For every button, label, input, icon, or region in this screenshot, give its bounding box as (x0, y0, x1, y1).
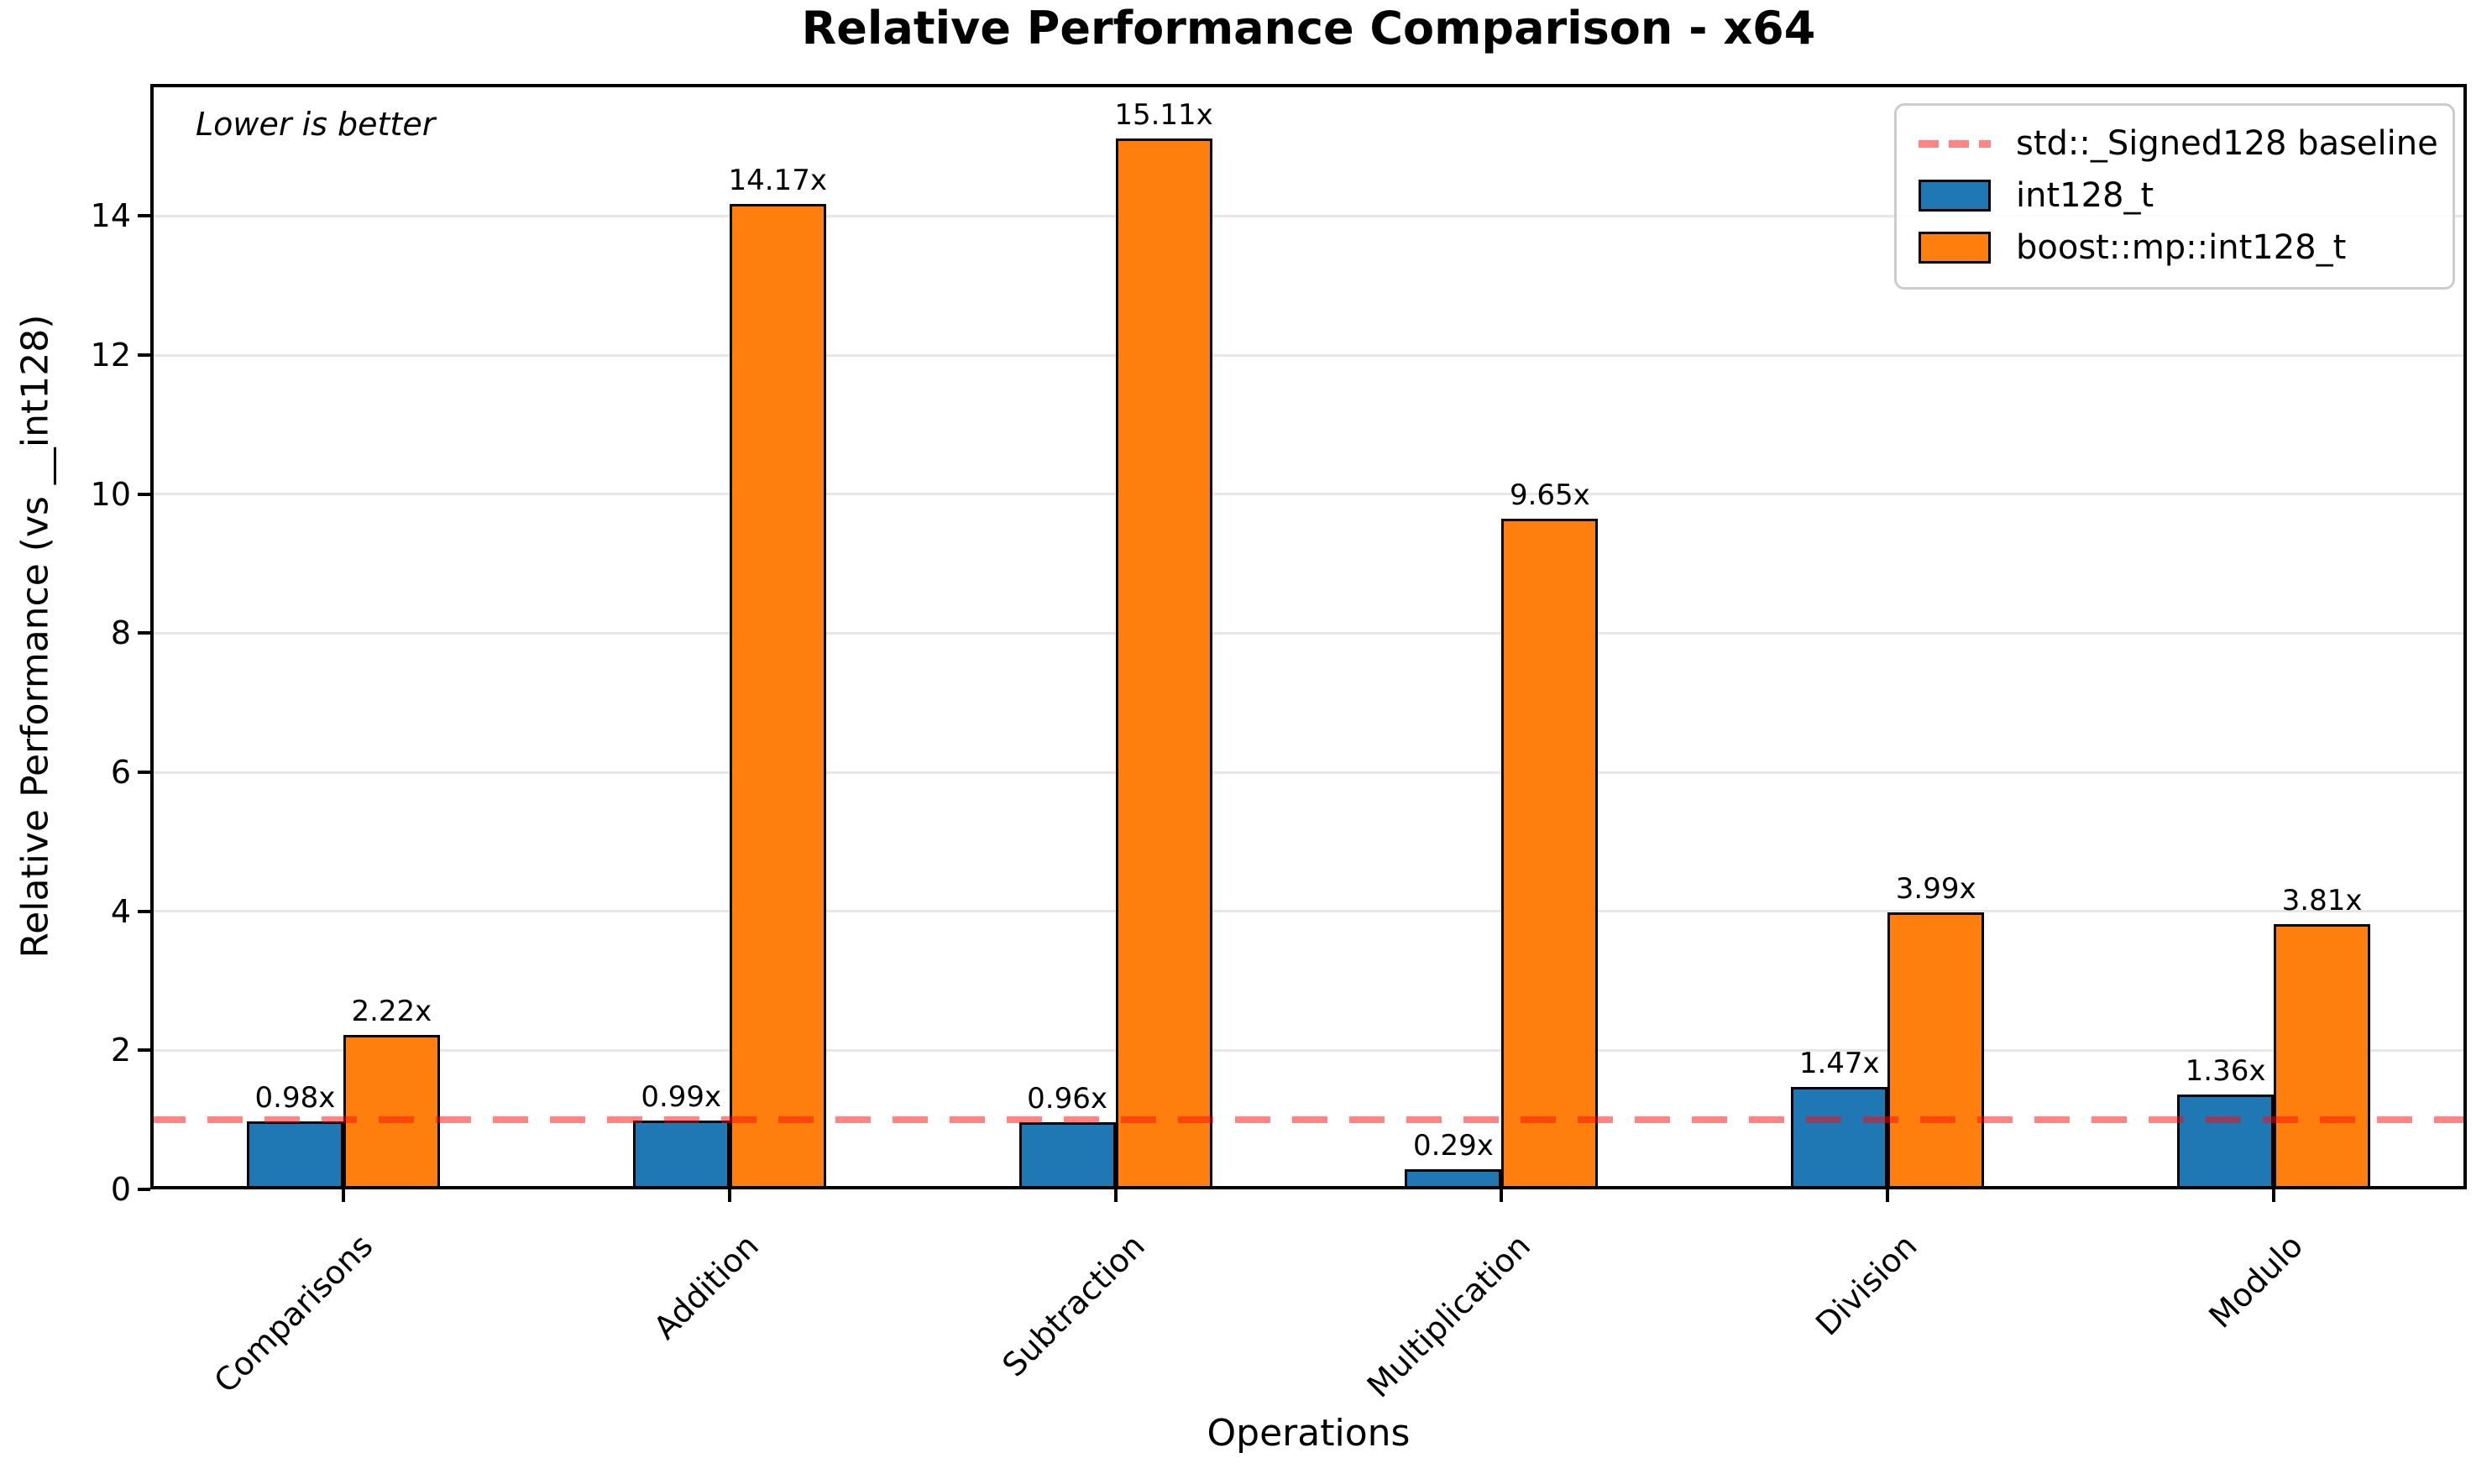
legend-label-baseline: std::_Signed128 baseline (2016, 124, 2438, 163)
bar-int128-t-addition (632, 1120, 730, 1189)
y-tick-mark (138, 771, 150, 775)
bar-int128-t-multiplication (1405, 1168, 1502, 1189)
baseline-line (150, 1116, 2467, 1124)
bar-value-label: 3.81x (2281, 884, 2363, 918)
x-tick-mark (341, 1189, 345, 1202)
y-tick-mark (138, 631, 150, 635)
gridline (150, 910, 2467, 913)
bar-value-label: 0.98x (254, 1080, 336, 1115)
bar-boost-mp-int128-t-division (1887, 912, 1985, 1189)
gridline (150, 1048, 2467, 1052)
bar-value-label: 9.65x (1509, 478, 1590, 512)
bar-int128-t-comparisons (246, 1121, 343, 1189)
y-tick-mark (138, 1048, 150, 1053)
bar-int128-t-division (1791, 1087, 1888, 1189)
plot-area: 0.98x 0.99x 0.96x 0.29x 1.47x 1.36x 2.22x 14.17… (150, 84, 2467, 1189)
y-tick-label: 12 (90, 337, 131, 374)
gridline (150, 353, 2467, 357)
bar-value-label: 1.47x (1798, 1047, 1880, 1081)
x-tick-label-subtraction: Subtraction (995, 1227, 1152, 1384)
bar-boost-mp-int128-t-addition (729, 204, 826, 1189)
bar-boost-mp-int128-t-subtraction (1115, 138, 1212, 1189)
x-tick-mark (1113, 1189, 1118, 1202)
gridline (150, 493, 2467, 496)
y-tick-mark (138, 909, 150, 913)
bar-int128-t-modulo (2177, 1095, 2275, 1189)
legend-row-boost: boost::mp::int128_t (1919, 228, 2431, 267)
y-tick-label: 2 (110, 1032, 131, 1069)
x-tick-label-division: Division (1808, 1227, 1924, 1343)
y-tick-label: 0 (110, 1171, 131, 1208)
x-tick-mark (1886, 1189, 1890, 1202)
gridline (150, 771, 2467, 774)
legend-label-boost: boost::mp::int128_t (2016, 228, 2347, 267)
y-tick-label: 10 (90, 475, 131, 513)
annotation-note: Lower is better (196, 106, 436, 143)
bar-value-label: 1.36x (2185, 1054, 2266, 1089)
bar-value-label: 14.17x (728, 164, 827, 198)
bar-value-label: 0.96x (1027, 1082, 1108, 1116)
x-tick-label-multiplication: Multiplication (1360, 1227, 1538, 1405)
bar-value-label: 15.11x (1114, 98, 1213, 133)
x-tick-mark (727, 1189, 731, 1202)
legend-row-int128: int128_t (1919, 176, 2431, 215)
y-tick-label: 14 (90, 197, 131, 235)
gridline (150, 631, 2467, 635)
y-tick-mark (138, 492, 150, 496)
chart-title: Relative Performance Comparison - x64 (801, 2, 1816, 55)
y-tick-mark (138, 1188, 150, 1191)
bar-boost-mp-int128-t-modulo (2274, 924, 2371, 1189)
boost-swatch (1919, 232, 1991, 264)
y-tick-mark (138, 353, 150, 358)
x-tick-mark (2272, 1189, 2276, 1202)
x-tick-label-comparisons: Comparisons (207, 1227, 380, 1401)
x-tick-mark (1500, 1189, 1504, 1202)
bar-int128-t-subtraction (1018, 1122, 1116, 1189)
bar-value-label: 0.29x (1413, 1128, 1494, 1163)
x-tick-label-addition: Addition (646, 1227, 766, 1347)
gridline (150, 214, 2467, 217)
baseline-dash-swatch (1919, 139, 1991, 148)
x-tick-label-modulo: Modulo (2201, 1227, 2311, 1335)
bar-value-label: 3.99x (1895, 871, 1976, 906)
legend: std::_Signed128 baseline int128_t boost:… (1894, 103, 2455, 290)
y-tick-label: 8 (110, 614, 131, 652)
int128-swatch (1919, 180, 1991, 212)
legend-row-baseline: std::_Signed128 baseline (1919, 124, 2438, 163)
y-tick-label: 4 (110, 892, 131, 930)
y-tick-label: 6 (110, 754, 131, 792)
bar-boost-mp-int128-t-multiplication (1501, 518, 1599, 1189)
x-axis-label: Operations (1207, 1412, 1411, 1455)
y-tick-mark (138, 214, 150, 218)
bar-value-label: 2.22x (351, 995, 432, 1029)
bar-value-label: 0.99x (641, 1079, 722, 1114)
legend-label-int128: int128_t (2016, 176, 2154, 215)
y-axis-label: Relative Performance (vs __int128) (13, 314, 57, 959)
bar-boost-mp-int128-t-comparisons (343, 1035, 440, 1189)
